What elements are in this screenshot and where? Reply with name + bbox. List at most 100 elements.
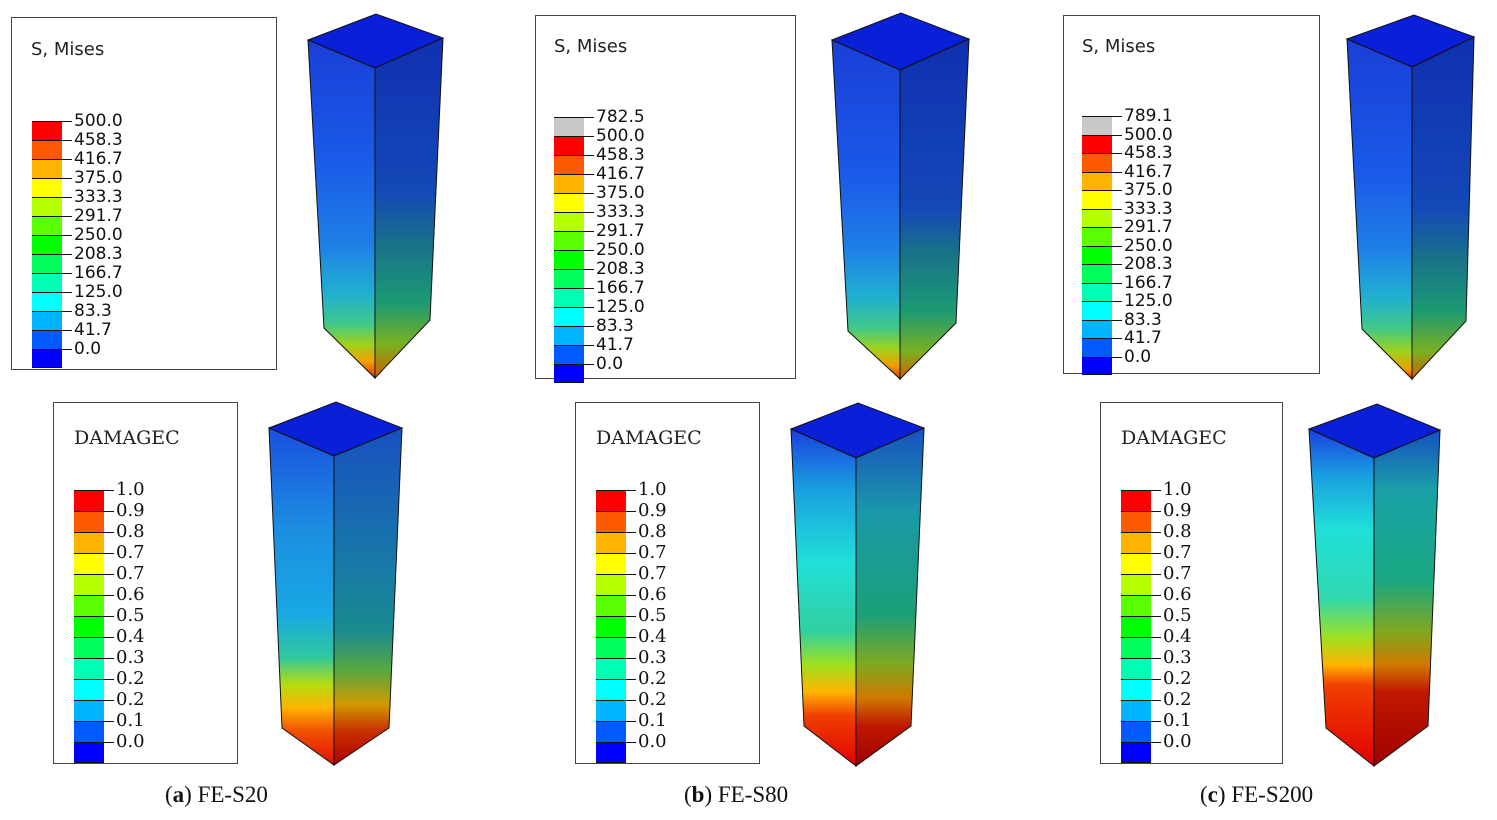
color-band <box>1121 721 1151 742</box>
scale-tick-label: 0.7 <box>638 542 667 563</box>
scale-tick-label: 0.2 <box>638 668 667 689</box>
scale-tick <box>62 197 72 198</box>
scale-tick <box>626 553 636 554</box>
scale-tick-label: 0.7 <box>116 563 145 584</box>
color-band <box>1082 301 1112 320</box>
damage-legend-title: DAMAGEC <box>74 427 180 449</box>
scale-tick-label: 500.0 <box>596 126 645 146</box>
scale-tick-label: 375.0 <box>1124 180 1173 200</box>
color-band <box>554 212 584 231</box>
scale-tick-label: 125.0 <box>596 297 645 317</box>
damage-legend-b: DAMAGEC 1.0 0.9 0.8 0.7 0.7 0.6 0.5 0.4 0.3 0.2 0.… <box>575 402 760 764</box>
scale-tick-label: 0.0 <box>116 731 145 752</box>
scale-tick <box>62 311 72 312</box>
scale-tick <box>626 679 636 680</box>
caption-letter: c <box>1207 782 1218 807</box>
caption-c: (c) FE-S200 <box>1200 782 1314 807</box>
scale-tick-label: 0.0 <box>596 354 624 374</box>
damage-legend-c: DAMAGEC 1.0 0.9 0.8 0.7 0.7 0.6 0.5 0.4 0.3 0.2 0.… <box>1100 402 1283 764</box>
scale-tick-label: 0.9 <box>1163 500 1192 521</box>
scale-tick-label: 41.7 <box>596 335 634 355</box>
scale-tick <box>1112 356 1122 358</box>
scale-tick-label: 0.3 <box>1163 647 1192 668</box>
color-band <box>32 349 62 368</box>
scale-tick-label: 83.3 <box>1124 309 1162 330</box>
color-band <box>32 254 62 273</box>
scale-tick-label: 166.7 <box>74 263 123 283</box>
scale-tick <box>584 288 594 289</box>
color-band <box>32 197 62 216</box>
scale-tick <box>104 553 114 554</box>
scale-tick <box>1112 208 1122 210</box>
scale-tick-label: 375.0 <box>596 183 645 203</box>
color-band <box>1121 637 1151 658</box>
scale-tick-label: 208.3 <box>1124 254 1173 274</box>
scale-tick <box>1112 264 1122 265</box>
scale-tick-label: 1.0 <box>638 479 667 500</box>
caption-text: FE-S200 <box>1225 782 1314 807</box>
color-band <box>596 616 626 637</box>
color-band <box>1121 511 1151 532</box>
color-band <box>1082 190 1112 209</box>
color-band <box>74 679 104 700</box>
scale-tick-label: 0.9 <box>638 500 667 521</box>
color-band <box>32 235 62 254</box>
color-band <box>1082 171 1112 190</box>
stress-column-model-b <box>830 12 971 381</box>
scale-tick <box>1112 134 1122 136</box>
scale-tick-label: 0.2 <box>1163 689 1192 710</box>
scale-tick <box>626 721 636 722</box>
scale-tick-label: 250.0 <box>596 240 645 260</box>
color-band <box>1121 658 1151 679</box>
color-band <box>74 553 104 574</box>
scale-tick-label: 458.3 <box>74 130 123 150</box>
scale-tick-label: 416.7 <box>74 149 123 169</box>
scale-tick-label: 0.6 <box>1163 584 1192 605</box>
scale-tick-label: 458.3 <box>596 145 645 165</box>
scale-tick-label: 0.5 <box>1163 605 1192 626</box>
color-band <box>596 742 626 763</box>
color-band <box>74 616 104 637</box>
color-band <box>1121 700 1151 721</box>
color-band <box>1121 490 1151 511</box>
color-band <box>74 574 104 595</box>
scale-tick-label: 0.7 <box>638 563 667 584</box>
scale-tick <box>1112 227 1122 228</box>
stress-column-model-c <box>1345 14 1476 381</box>
scale-tick-label: 0.6 <box>638 584 667 605</box>
scale-tick <box>1151 742 1161 743</box>
scale-tick-label: 0.2 <box>116 668 145 689</box>
scale-tick <box>584 117 594 118</box>
scale-tick <box>104 616 114 617</box>
scale-tick <box>1112 338 1122 339</box>
stress-legend-title: S, Mises <box>31 39 105 60</box>
scale-tick-label: 1.0 <box>116 479 145 500</box>
scale-tick <box>1151 574 1161 575</box>
color-band <box>74 637 104 658</box>
damage-legend-title: DAMAGEC <box>596 427 702 449</box>
scale-tick <box>104 490 114 491</box>
color-band <box>32 311 62 330</box>
color-band <box>74 595 104 616</box>
color-band <box>32 330 62 349</box>
scale-tick-label: 375.0 <box>74 168 123 188</box>
scale-tick <box>104 637 114 638</box>
scale-tick <box>1151 700 1161 701</box>
scale-tick-label: 166.7 <box>596 278 645 298</box>
damage-legend-a: DAMAGEC 1.0 0.9 0.8 0.7 0.7 0.6 0.5 0.4 0.3 0.2 0.… <box>53 402 238 764</box>
color-band <box>1082 116 1112 135</box>
scale-tick-label: 0.8 <box>116 521 145 542</box>
color-band <box>596 490 626 511</box>
color-band <box>1121 574 1151 595</box>
stress-column-model-a <box>306 13 445 380</box>
stress-legend-c: S, Mises 789.1 500.0 458.3 416.7 375.0 333.3 2… <box>1063 15 1320 375</box>
color-band <box>32 273 62 292</box>
scale-tick <box>1112 319 1122 321</box>
color-band <box>596 574 626 595</box>
scale-tick <box>584 193 594 194</box>
scale-tick <box>584 250 594 251</box>
scale-tick <box>1151 553 1161 554</box>
scale-tick <box>62 159 72 160</box>
color-band <box>1121 679 1151 700</box>
scale-tick <box>1112 282 1122 284</box>
